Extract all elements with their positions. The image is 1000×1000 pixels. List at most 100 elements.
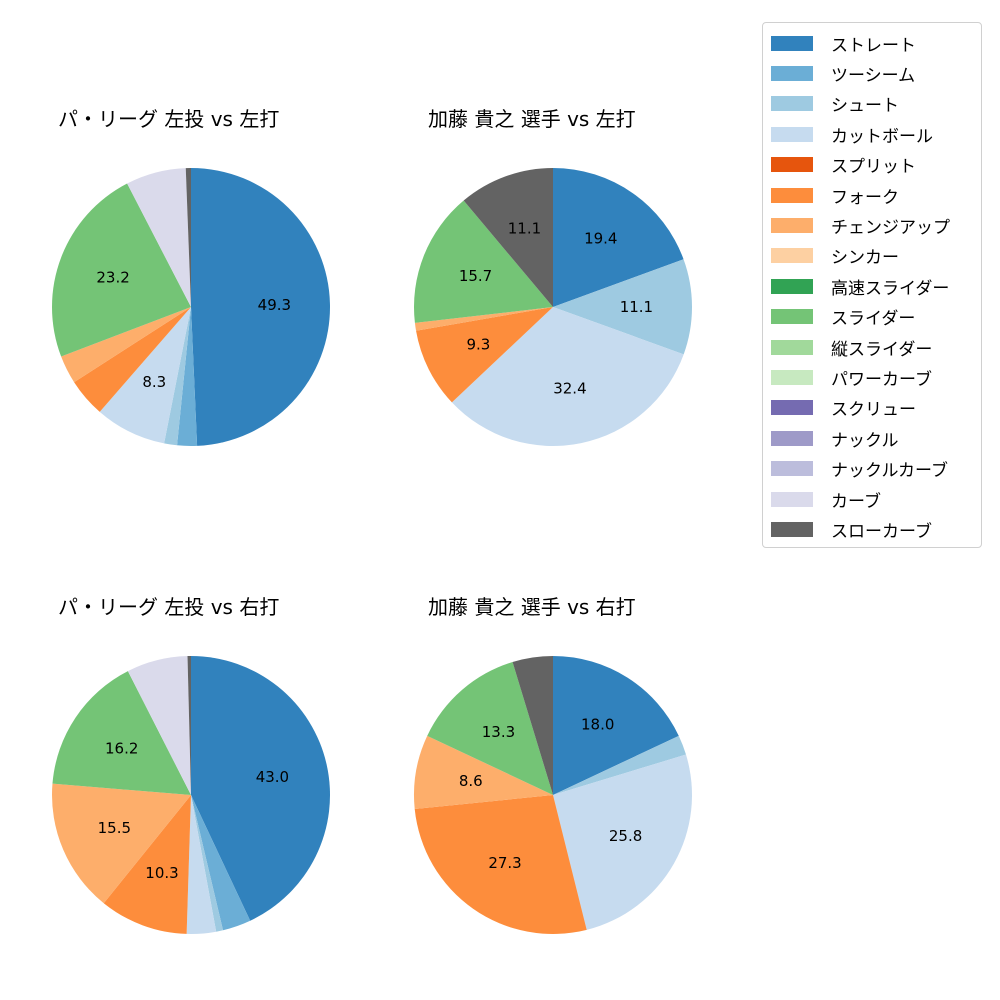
legend-item: ストレート: [771, 31, 916, 56]
pie-slice: [427, 662, 553, 795]
pie-slice: [61, 307, 191, 383]
legend-label: 高速スライダー: [831, 278, 950, 299]
slice-label: 13.3: [482, 723, 515, 741]
slice-label: 19.4: [584, 230, 617, 248]
legend-item: チェンジアップ: [771, 213, 950, 238]
legend-item: スローカーブ: [771, 517, 932, 542]
pie-slice: [451, 307, 684, 447]
legend-swatch: [771, 521, 813, 537]
slice-label: 43.0: [256, 768, 289, 786]
legend-swatch: [771, 65, 813, 81]
legend-swatch: [771, 430, 813, 446]
pie-slice: [191, 795, 251, 931]
legend-item: スプリット: [771, 153, 916, 177]
chart-title-1: パ・リーグ 左投 vs 左打: [58, 107, 280, 131]
legend-swatch: [771, 278, 813, 294]
legend-item: フォーク: [771, 183, 899, 208]
legend-label: ストレート: [831, 35, 916, 56]
slice-label: 8.6: [459, 772, 483, 790]
slice-label: 9.3: [466, 335, 490, 353]
pie-slice: [512, 656, 553, 795]
slice-label: 49.3: [258, 296, 291, 314]
pie-slice: [191, 167, 331, 446]
legend-swatch: [771, 96, 813, 112]
legend-item: シンカー: [771, 244, 899, 268]
legend-item: ツーシーム: [771, 61, 916, 86]
pie-slice: [185, 168, 191, 307]
pie-slice: [187, 656, 191, 795]
pie-slice: [74, 307, 191, 412]
legend: ストレート ツーシーム シュート カットボール スプリット フォーク チェンジアップ シンカー…: [762, 22, 982, 548]
slice-label: 8.3: [142, 373, 166, 391]
pie-slice: [463, 168, 553, 307]
pie-slice: [99, 307, 191, 444]
legend-item: カーブ: [771, 487, 881, 512]
legend-swatch: [771, 126, 813, 142]
pie-slice: [177, 307, 198, 446]
legend-swatch: [771, 369, 813, 385]
legend-swatch: [771, 187, 813, 203]
pie-slice: [553, 754, 692, 930]
legend-label: ナックルカーブ: [831, 461, 948, 482]
pie-slice: [553, 168, 684, 307]
legend-label: スプリット: [831, 157, 916, 178]
slice-label: 11.1: [620, 298, 653, 316]
legend-swatch: [771, 157, 813, 173]
legend-item: 縦スライダー: [771, 335, 933, 360]
legend-label: スライダー: [831, 309, 916, 330]
slice-label: 18.0: [581, 716, 614, 734]
pie-slice: [553, 259, 693, 355]
pie-slice: [51, 783, 191, 904]
legend-swatch: [771, 339, 813, 355]
legend-item: 高速スライダー: [771, 274, 950, 299]
legend-swatch: [771, 309, 813, 325]
slice-label: 23.2: [96, 268, 129, 286]
pie-slice: [127, 168, 191, 307]
legend-label: カーブ: [831, 491, 881, 512]
slice-label: 25.8: [609, 827, 642, 845]
chart-title-4: 加藤 貴之 選手 vs 右打: [428, 595, 636, 619]
slice-label: 11.1: [508, 220, 541, 238]
slice-label: 15.7: [459, 267, 492, 285]
legend-label: 縦スライダー: [831, 339, 933, 360]
pie-slice: [186, 795, 217, 934]
legend-label: ナックル: [831, 430, 899, 451]
legend-item: シュート: [771, 92, 899, 116]
legend-label: フォーク: [831, 187, 899, 208]
legend-swatch: [771, 400, 813, 416]
legend-label: チェンジアップ: [831, 217, 950, 238]
pie-slice: [413, 735, 553, 809]
legend-swatch: [771, 217, 813, 233]
legend-label: ツーシーム: [831, 65, 916, 86]
chart-title-2: 加藤 貴之 選手 vs 左打: [428, 107, 636, 131]
legend-swatch: [771, 35, 813, 51]
chart-title-3: パ・リーグ 左投 vs 右打: [58, 595, 280, 619]
slice-label: 27.3: [488, 854, 521, 872]
pie-slice: [414, 200, 553, 323]
legend-swatch: [771, 461, 813, 477]
slice-label: 10.3: [145, 864, 178, 882]
legend-label: シュート: [831, 96, 899, 117]
pie-slice: [553, 735, 686, 795]
slice-label: 16.2: [105, 740, 138, 758]
pie-slice: [164, 307, 191, 446]
pie-slice: [51, 183, 191, 357]
pie-slice: [191, 656, 330, 921]
legend-swatch: [771, 248, 813, 264]
legend-item: パワーカーブ: [771, 365, 932, 390]
legend-label: スクリュー: [831, 400, 916, 421]
legend-item: ナックルカーブ: [771, 457, 948, 481]
legend-label: パワーカーブ: [831, 369, 932, 390]
legend-swatch: [771, 491, 813, 507]
legend-item: スクリュー: [771, 396, 916, 420]
legend-label: スローカーブ: [831, 521, 932, 542]
pie-slice: [416, 307, 553, 403]
slice-label: 32.4: [553, 380, 586, 398]
pie-slice: [414, 307, 553, 331]
legend-label: シンカー: [831, 248, 899, 269]
pie-slice: [127, 656, 191, 795]
